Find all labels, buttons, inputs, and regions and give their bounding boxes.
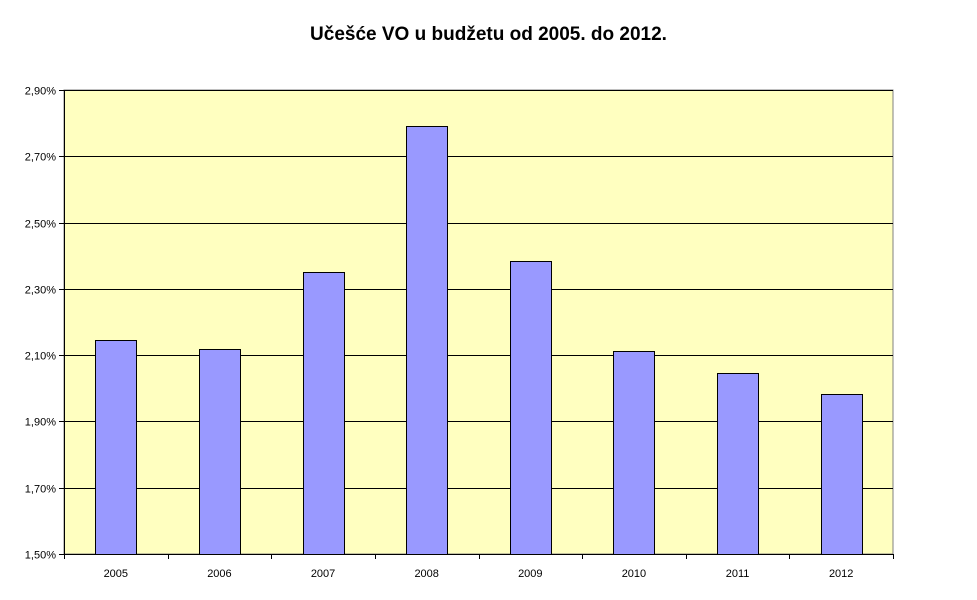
x-tick-label: 2009 [518,568,542,580]
x-tick-label: 2007 [311,568,335,580]
y-tick-label: 1,50% [25,550,56,562]
bar [717,373,759,555]
bar [95,340,137,555]
bar [613,351,655,555]
bar [303,272,345,555]
y-tick-label: 2,90% [25,86,56,98]
y-tick-label: 2,50% [25,219,56,231]
y-tick-label: 2,30% [25,285,56,297]
x-tick-label: 2012 [829,568,853,580]
y-tick-label: 1,70% [25,484,56,496]
chart-title: Učešće VO u budžetu od 2005. do 2012. [310,24,667,45]
x-tick-label: 2008 [414,568,438,580]
y-tick-label: 2,70% [25,152,56,164]
x-tick-label: 2006 [207,568,231,580]
y-tick-label: 1,90% [25,417,56,429]
bar [510,261,552,555]
y-tick-label: 2,10% [25,351,56,363]
bar [821,394,863,555]
bar [199,349,241,555]
bar [406,126,448,555]
x-tick-label: 2011 [726,568,750,580]
x-tick-label: 2005 [104,568,128,580]
x-tick-label: 2010 [622,568,646,580]
plot-area [63,89,894,555]
